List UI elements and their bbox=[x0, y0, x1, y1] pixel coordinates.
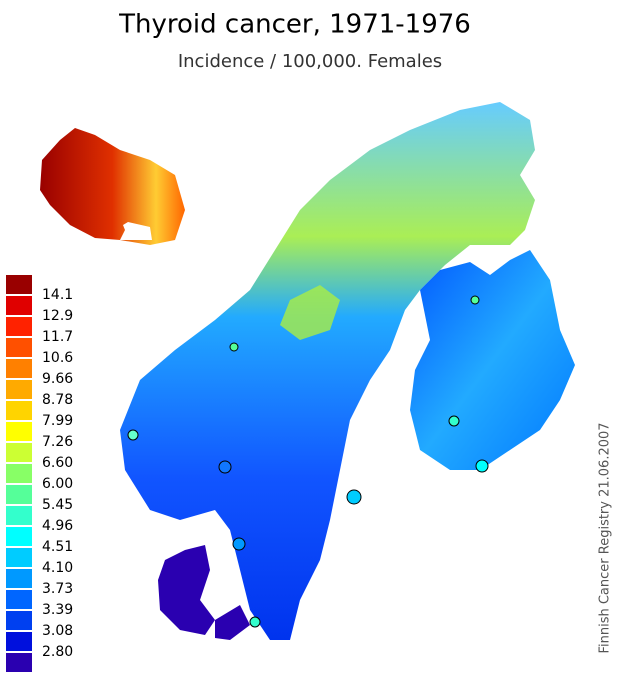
legend-swatch bbox=[6, 338, 32, 357]
legend-swatch bbox=[6, 443, 32, 462]
legend-swatch bbox=[6, 380, 32, 399]
legend-swatch bbox=[6, 359, 32, 378]
city bbox=[249, 616, 261, 628]
legend-swatch bbox=[6, 422, 32, 441]
city bbox=[218, 460, 232, 474]
legend-label: 11.7 bbox=[42, 329, 73, 345]
legend-swatch bbox=[6, 464, 32, 483]
legend-label: 10.6 bbox=[42, 350, 73, 366]
legend-label: 7.26 bbox=[42, 434, 73, 450]
legend-swatch bbox=[6, 548, 32, 567]
title: Thyroid cancer, 1971-1976 bbox=[118, 10, 471, 40]
legend-swatch bbox=[6, 527, 32, 546]
city bbox=[475, 459, 489, 473]
legend-label: 4.51 bbox=[42, 539, 73, 555]
legend-swatch bbox=[6, 317, 32, 336]
glacier bbox=[120, 222, 152, 240]
legend-swatch bbox=[6, 632, 32, 651]
legend-label: 4.10 bbox=[42, 560, 73, 576]
legend-swatch bbox=[6, 569, 32, 588]
legend-swatch bbox=[6, 590, 32, 609]
finland bbox=[410, 250, 575, 470]
denmark bbox=[158, 545, 215, 635]
scandinavia bbox=[120, 102, 535, 640]
iceland bbox=[40, 128, 185, 245]
legend-label: 9.66 bbox=[42, 371, 73, 387]
legend-swatch bbox=[6, 506, 32, 525]
city bbox=[448, 415, 460, 427]
map bbox=[40, 102, 575, 640]
legend-label: 7.99 bbox=[42, 413, 73, 429]
legend-label: 3.73 bbox=[42, 581, 73, 597]
city bbox=[232, 537, 246, 551]
subtitle: Incidence / 100,000. Females bbox=[178, 51, 442, 72]
legend-label: 5.45 bbox=[42, 497, 73, 513]
legend-label: 12.9 bbox=[42, 308, 73, 324]
city bbox=[229, 342, 239, 352]
legend-swatch bbox=[6, 653, 32, 672]
legend-swatch bbox=[6, 275, 32, 294]
legend-label: 3.08 bbox=[42, 623, 73, 639]
legend-label: 8.78 bbox=[42, 392, 73, 408]
legend-label: 3.39 bbox=[42, 602, 73, 618]
legend-swatch bbox=[6, 296, 32, 315]
legend-label: 14.1 bbox=[42, 287, 73, 303]
legend-label: 6.60 bbox=[42, 455, 73, 471]
city bbox=[346, 489, 362, 505]
legend: 14.1 12.9 11.7 10.6 9.66 8.78 7.99 7.26 6.60 6.00… bbox=[6, 275, 73, 672]
zealand bbox=[215, 605, 250, 640]
city bbox=[470, 295, 480, 305]
highland bbox=[280, 285, 340, 340]
legend-label: 6.00 bbox=[42, 476, 73, 492]
legend-swatch bbox=[6, 401, 32, 420]
legend-label: 4.96 bbox=[42, 518, 73, 534]
legend-swatch bbox=[6, 611, 32, 630]
city bbox=[127, 429, 139, 441]
legend-swatch bbox=[6, 485, 32, 504]
credit: Finnish Cancer Registry 21.06.2007 bbox=[598, 422, 613, 653]
legend-label: 2.80 bbox=[42, 644, 73, 660]
